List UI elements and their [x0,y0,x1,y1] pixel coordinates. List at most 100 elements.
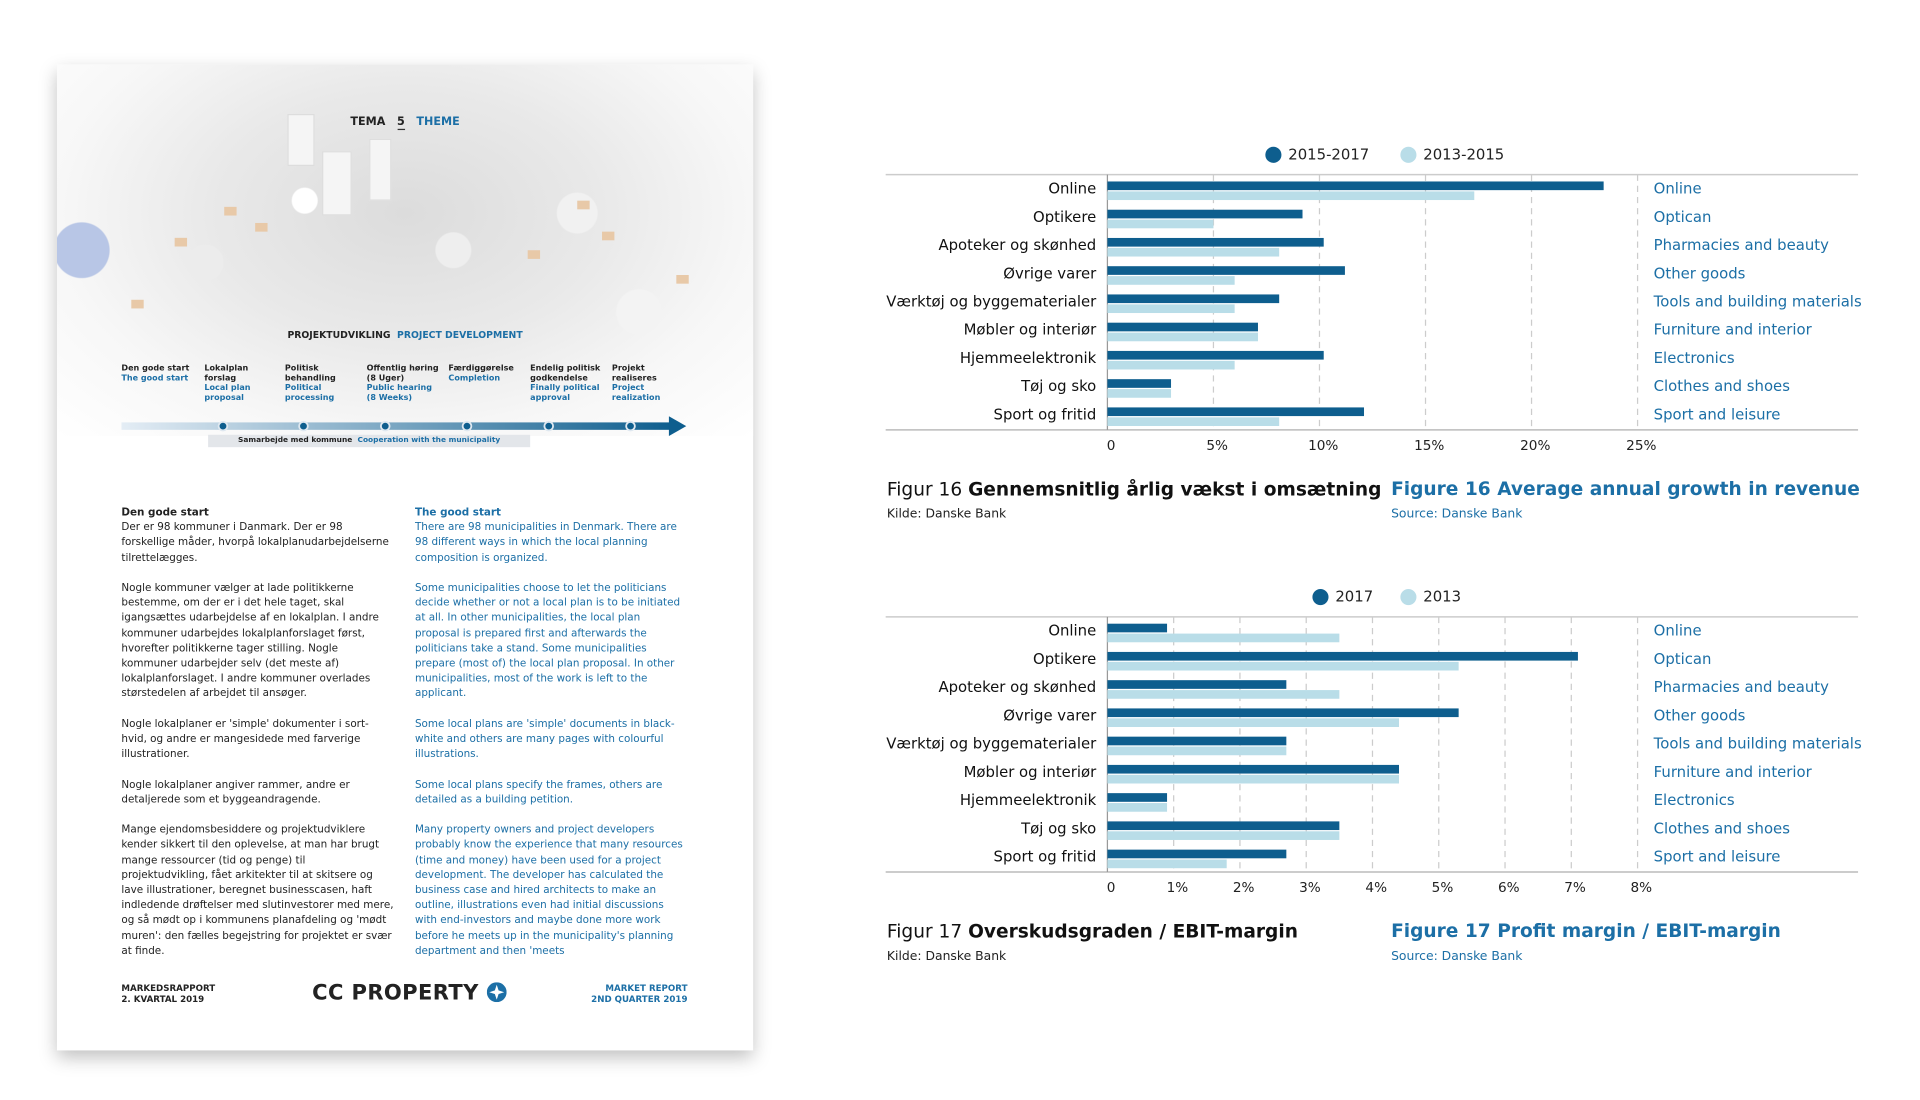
x-tick-label: 7% [1564,880,1586,896]
category-label-en: Optican [1654,650,1712,668]
process-step: Projekt realiseres Project realization [612,363,686,403]
process-step: Færdiggørelse Completion [448,363,522,383]
paragraph: Nogle lokalplaner er 'simple' dokumenter… [121,716,369,760]
step-dot [217,420,229,432]
figure-caption-en: Figure 16 Average annual growth in reven… [1391,479,1860,500]
logo-icon [486,982,507,1003]
legend-label: 2015-2017 [1288,145,1369,163]
bar [1107,849,1287,859]
category-label-en: Furniture and interior [1654,763,1813,781]
decor [255,222,268,232]
step-en: The good start [121,372,189,383]
step-en: Completion [448,372,501,383]
process-step: Endelig politisk godkendelse Finally poli… [530,363,604,403]
x-tick-label: 8% [1630,880,1652,896]
decor [287,113,315,166]
process-step: Politisk behandling Political processing [285,363,359,403]
bar [1107,191,1475,201]
decor [224,206,237,216]
bar [1107,680,1287,689]
paragraph: Nogle kommuner vælger at lade politikker… [121,580,379,700]
column-heading: Den gode start [121,505,209,518]
category-label: Hjemmeelektronik [960,349,1097,367]
bar [1107,209,1303,219]
process-title: PROJEKTUDVIKLING PROJECT DEVELOPMENT [57,329,753,340]
step-en: Local plan proposal [204,382,251,403]
category-label-en: Online [1654,180,1702,198]
bar [1107,350,1324,360]
bar [1107,803,1168,812]
paragraph: Many property owners and project develop… [414,822,683,957]
bar [1107,831,1340,840]
paragraph: Mange ejendomsbesiddere og projektudvikl… [121,822,394,957]
cooperation-en: Cooperation with the municipality [357,436,501,445]
bar [1107,181,1604,191]
process-title-en: PROJECT DEVELOPMENT [397,329,523,341]
legend-label: 2013 [1423,588,1461,606]
bar [1107,736,1287,746]
category-label: Sport og fritid [994,405,1097,423]
step-dot [461,420,473,432]
category-label: Hjemmeelektronik [960,791,1097,809]
bar [1107,623,1168,633]
category-label: Møbler og interiør [964,321,1098,339]
decor [131,299,144,309]
footer-right: MARKET REPORT 2ND QUARTER 2019 [564,984,687,1006]
x-tick-label: 15% [1414,438,1444,454]
caption-title: Gennemsnitlig årlig vækst i omsætning [968,476,1381,500]
bar [1107,633,1340,643]
step-dot [543,420,555,432]
bar [1107,708,1459,718]
step-en: Project realization [611,382,661,403]
process-arrow [121,416,687,437]
step-dot [625,420,636,432]
bar [1107,294,1280,304]
x-tick-label: 6% [1498,880,1520,896]
step-dot [379,420,391,432]
category-label-en: Electronics [1654,349,1735,367]
category-label-en: Online [1654,622,1702,640]
x-tick-label: 4% [1365,880,1387,896]
step-da: Den gode start [121,362,190,373]
arrow-head [668,416,687,437]
category-label: Sport og fritid [994,848,1097,866]
category-label: Værktøj og byggematerialer [886,735,1097,753]
legend-label: 2017 [1335,588,1373,606]
bar [1107,219,1214,229]
category-label-en: Tools and building materials [1653,292,1862,310]
figure-caption-en: Figure 17 Profit margin / EBIT-margin [1391,921,1781,942]
process-step: Offentlig høring (8 Uger) Public hearing … [367,363,441,403]
bar [1107,718,1399,727]
category-label-en: Sport and leisure [1654,848,1781,866]
decor [174,237,188,247]
bar [1107,821,1340,831]
step-dot [298,420,309,432]
process-step: Den gode start The good start [121,363,195,383]
paragraph: Der er 98 kommuner i Danmark. Der er 98 … [121,520,389,564]
paragraph: Some local plans specify the frames, oth… [414,777,663,805]
bar [1107,407,1365,417]
theme-da: TEMA [350,116,386,129]
step-da: Projekt realiseres [611,362,657,383]
paragraph: Some local plans are 'simple' documents … [414,716,675,760]
theme-heading: TEMA 5 THEME [57,116,753,131]
figure-source-en: Source: Danske Bank [1391,949,1523,963]
step-da: Offentlig høring (8 Uger) [366,362,439,383]
category-label: Øvrige varer [1003,264,1097,282]
category-label-en: Other goods [1654,706,1746,724]
x-tick-label: 2% [1233,880,1255,896]
bar [1107,322,1258,332]
cooperation-bar: Samarbejde med kommune Cooperation with … [208,434,531,448]
paragraph: Some municipalities choose to let the po… [414,580,681,700]
footer-text: MARKEDSRAPPORT [121,983,216,994]
bar [1107,266,1345,275]
x-tick-label: 10% [1308,438,1338,454]
caption-label: Figur 17 [887,921,962,942]
step-da: Færdiggørelse [448,362,514,373]
report-page: TEMA 5 THEME PROJEKTUDVIKLING PROJECT DE… [56,64,754,1051]
x-tick-label: 5% [1432,880,1454,896]
bar [1107,417,1280,426]
category-label: Online [1048,180,1096,198]
bar [1107,379,1172,388]
